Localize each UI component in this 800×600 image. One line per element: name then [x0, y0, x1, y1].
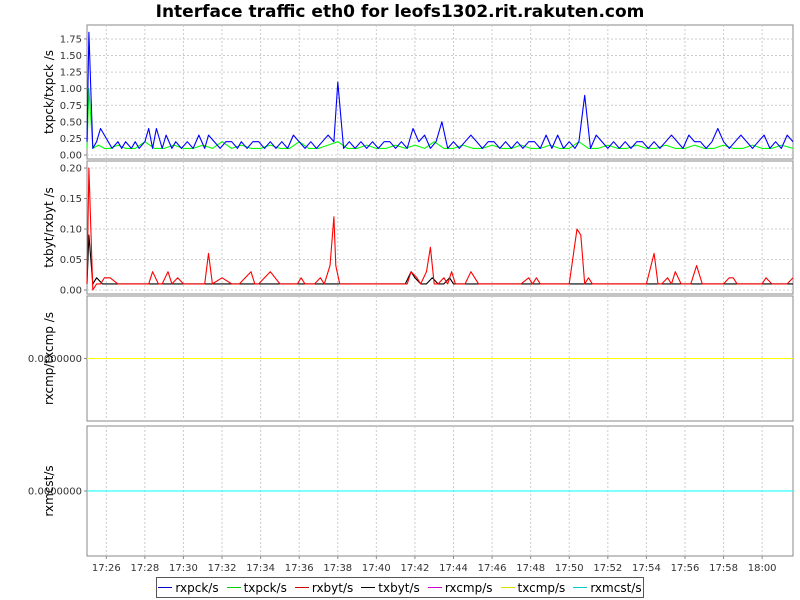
y-tick-label: 0.15 — [60, 194, 82, 205]
legend-label: rxbyt/s — [311, 580, 354, 595]
legend-swatch — [361, 587, 376, 588]
legend-swatch — [158, 587, 173, 588]
x-tick-label: 17:26 — [92, 563, 121, 574]
legend-swatch — [226, 587, 241, 588]
legend-swatch — [427, 587, 442, 588]
legend-item: rxpck/s — [158, 580, 219, 595]
y-tick-label: 0.00 — [60, 286, 82, 297]
x-tick-label: 17:54 — [632, 563, 661, 574]
x-tick-label: 17:52 — [593, 563, 622, 574]
x-tick-label: 17:28 — [130, 563, 159, 574]
y-tick-label: 1.50 — [60, 51, 82, 62]
legend-item: rxmcst/s — [573, 580, 642, 595]
y-tick-label: 0.75 — [60, 101, 82, 112]
x-tick-label: 17:48 — [516, 563, 545, 574]
x-tick-label: 17:58 — [709, 563, 738, 574]
panel-frame — [86, 160, 794, 295]
y-axis-label: txbyt/rxbyt /s — [42, 187, 56, 268]
x-tick-label: 17:44 — [439, 563, 468, 574]
y-tick-label: 1.75 — [60, 34, 82, 45]
series-line-rxpck — [86, 31, 794, 149]
y-axis-label: rxcmp/txcmp /s — [42, 312, 56, 405]
x-tick-label: 17:32 — [208, 563, 237, 574]
y-tick-label: 0.05 — [60, 255, 82, 266]
legend-swatch — [294, 587, 309, 588]
y-tick-label: 0.0000000 — [28, 487, 82, 498]
legend-item: txbyt/s — [361, 581, 420, 595]
y-tick-label: 0.50 — [60, 117, 82, 128]
x-tick-label: 18:00 — [748, 563, 777, 574]
series-line-rxbyt — [86, 167, 794, 291]
legend-label: txbyt/s — [378, 580, 420, 595]
y-tick-label: 0.25 — [60, 134, 82, 145]
x-tick-label: 17:30 — [169, 563, 198, 574]
x-tick-label: 17:46 — [478, 563, 507, 574]
x-tick-label: 17:40 — [362, 563, 391, 574]
chart-title: Interface traffic eth0 for leofs1302.rit… — [155, 2, 645, 22]
y-tick-label: 1.00 — [60, 84, 82, 95]
legend-item: txcmp/s — [500, 580, 566, 595]
y-tick-label: 0.00 — [60, 151, 82, 162]
legend-item: rxbyt/s — [294, 580, 354, 595]
chart-legend: rxpck/s txpck/s rxbyt/s txbyt/s rxcmp/s txcmp… — [156, 577, 644, 598]
y-tick-label: 0.0000000 — [28, 354, 82, 365]
legend-label: txcmp/s — [517, 580, 566, 595]
legend-item: txpck/s — [226, 580, 287, 595]
legend-label: rxcmp/s — [444, 580, 493, 595]
legend-swatch — [500, 587, 515, 588]
y-axis-label: rxmcst/s — [42, 465, 56, 516]
x-tick-label: 17:50 — [555, 563, 584, 574]
legend-label: rxpck/s — [175, 580, 219, 595]
x-tick-label: 17:56 — [671, 563, 700, 574]
y-tick-label: 0.10 — [60, 225, 82, 236]
x-tick-label: 17:42 — [401, 563, 430, 574]
x-tick-label: 17:36 — [285, 563, 314, 574]
y-tick-label: 1.25 — [60, 68, 82, 79]
panel-frame — [86, 24, 794, 160]
x-tick-label: 17:34 — [246, 563, 275, 574]
legend-item: rxcmp/s — [427, 580, 493, 595]
legend-label: txpck/s — [243, 580, 287, 595]
x-tick-label: 17:38 — [323, 563, 352, 574]
y-axis-label: txpck/txpck /s — [42, 50, 56, 134]
legend-swatch — [573, 587, 588, 588]
y-tick-label: 0.20 — [60, 164, 82, 175]
legend-label: rxmcst/s — [590, 580, 642, 595]
